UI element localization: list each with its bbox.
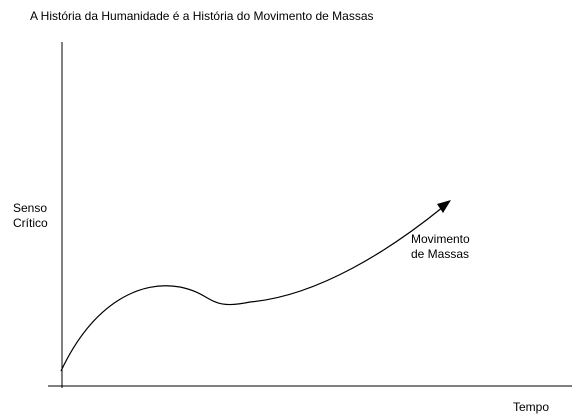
diagram-title: A História da Humanidade é a História do… bbox=[30, 9, 374, 23]
y-axis-label-line-2: Crítico bbox=[13, 216, 48, 230]
curve-arrowhead bbox=[437, 200, 451, 213]
curve-label-line-2: de Massas bbox=[411, 247, 470, 261]
x-axis-label: Tempo bbox=[513, 400, 550, 414]
y-axis-label-line-1: Senso bbox=[13, 201, 48, 215]
curve-label-line-1: Movimento bbox=[411, 232, 470, 246]
y-axis-label: Senso Crítico bbox=[13, 201, 48, 231]
curve-label: Movimento de Massas bbox=[411, 232, 470, 262]
mass-movement-curve bbox=[60, 206, 444, 372]
